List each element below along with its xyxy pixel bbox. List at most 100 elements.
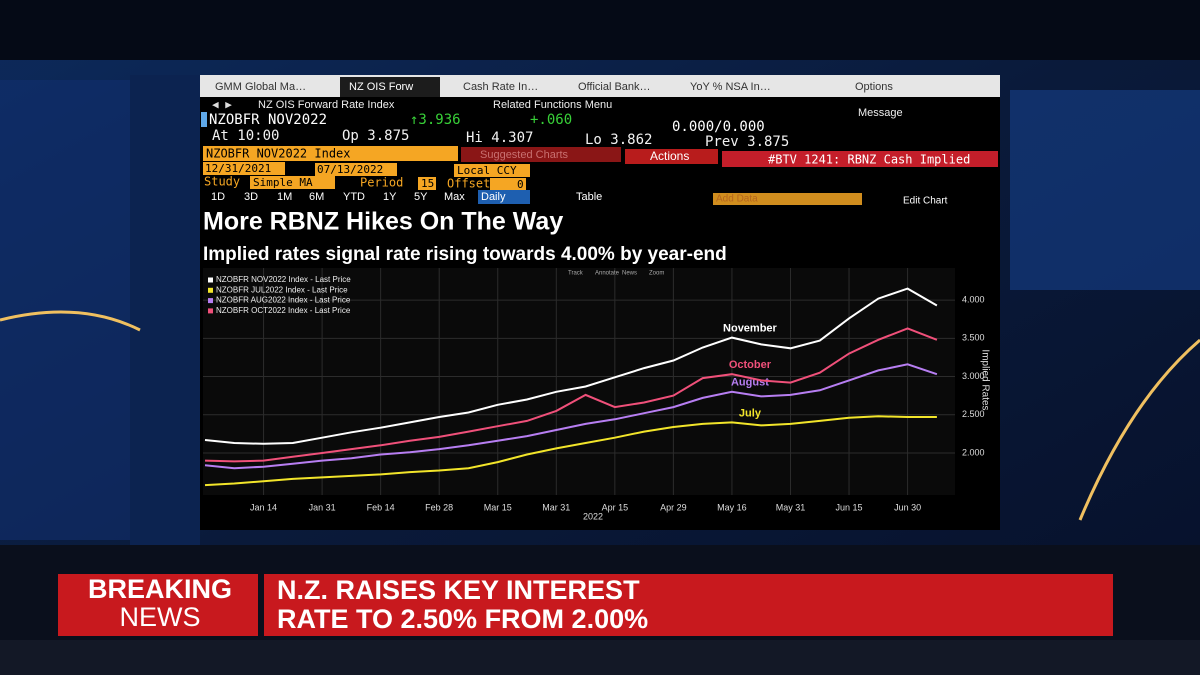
btv-bar (722, 151, 998, 167)
period-value: 15 (421, 177, 434, 190)
x-tick-label: May 16 (717, 502, 747, 512)
x-axis-year: 2022 (583, 511, 603, 521)
high-price: Hi 4.307 (466, 130, 533, 146)
y-tick-label: 4.000 (962, 294, 985, 304)
series-line (204, 363, 938, 470)
table-button[interactable]: Table (576, 191, 602, 203)
series-line (204, 415, 937, 487)
open-price: Op 3.875 (342, 128, 409, 144)
y-tick-label: 3.500 (962, 333, 985, 343)
x-tick-label: Apr 29 (660, 502, 687, 512)
range-button[interactable]: 3D (244, 191, 258, 203)
nav-arrows[interactable]: ◀ ▶ (212, 98, 232, 111)
period-field[interactable] (418, 177, 436, 190)
message-button[interactable]: Message (858, 107, 903, 119)
chart-tool[interactable]: Annotate (595, 271, 620, 277)
x-tick-label: Feb 28 (425, 502, 453, 512)
side-screen (130, 75, 200, 545)
x-tick-label: May 31 (776, 502, 806, 512)
start-date-field[interactable] (203, 162, 285, 175)
related-menu[interactable]: Related Functions Menu (493, 99, 612, 111)
tab[interactable]: Official Bank… (578, 81, 651, 93)
range-button[interactable]: 5Y (414, 191, 428, 203)
decor-arc (1078, 338, 1200, 521)
legend-entry: NZOBFR JUL2022 Index - Last Price (216, 285, 348, 294)
index-field[interactable] (203, 146, 458, 161)
offset-field[interactable] (490, 178, 526, 191)
x-tick-label: Jun 30 (894, 502, 921, 512)
x-tick-label: Mar 31 (542, 502, 570, 512)
add-data: Add Data (716, 194, 758, 205)
y-tick-label: 2.500 (962, 409, 985, 419)
suggested-button[interactable] (461, 147, 621, 162)
chart-tool[interactable]: News (622, 271, 637, 277)
actions-text: Actions (650, 149, 689, 163)
ticker: NZOBFR NOV2022 (209, 112, 327, 128)
range-button[interactable]: Max (444, 191, 465, 203)
legend-swatch (208, 308, 213, 314)
legend-entry: NZOBFR NOV2022 Index - Last Price (216, 275, 351, 284)
x-tick-label: Mar 15 (484, 502, 512, 512)
security-dropdown[interactable]: NZ OIS Forward Rate Index (258, 99, 395, 111)
side-screen (0, 80, 130, 540)
bid-ask: 0.000/0.000 (672, 119, 765, 135)
last-price: ↑3.936 (410, 112, 461, 128)
btv-text: #BTV 1241: RBNZ Cash Implied (768, 153, 970, 167)
tab[interactable]: YoY % NSA In… (690, 81, 771, 93)
legend-swatch (208, 277, 213, 283)
headline-line-2: RATE TO 2.50% FROM 2.00% (277, 604, 648, 634)
chart-tool[interactable]: Track (568, 271, 584, 277)
currency-field[interactable] (454, 164, 530, 177)
price-change: +.060 (530, 112, 572, 128)
offset-label: Offset (447, 177, 490, 191)
tab[interactable]: GMM Global Ma… (215, 81, 306, 93)
x-tick-label: Jan 14 (250, 502, 277, 512)
frequency-dropdown[interactable] (478, 190, 530, 204)
chart-tool[interactable]: Zoom (649, 271, 664, 277)
range-button[interactable]: 1D (211, 191, 225, 203)
legend-swatch (208, 287, 213, 293)
end-date-field[interactable] (315, 163, 397, 176)
legend-swatch (208, 298, 213, 304)
series-label: July (739, 407, 762, 419)
add-data-field[interactable] (713, 193, 862, 205)
x-tick-label: Jun 15 (836, 502, 863, 512)
side-screen (1010, 90, 1200, 290)
series-line (204, 287, 938, 445)
study-field[interactable] (250, 176, 335, 189)
edit-chart-button[interactable]: Edit Chart (903, 196, 948, 207)
legend-entry: NZOBFR AUG2022 Index - Last Price (216, 296, 351, 305)
prev-price: Prev 3.875 (705, 134, 789, 150)
decor-arc (0, 310, 141, 332)
range-button[interactable]: 1Y (383, 191, 397, 203)
x-tick-label: Jan 31 (309, 502, 336, 512)
low-price: Lo 3.862 (585, 132, 652, 148)
y-tick-label: 2.000 (962, 447, 985, 457)
tab[interactable]: NZ OIS Forw (349, 81, 413, 93)
options-button[interactable]: Options (855, 81, 893, 93)
period-label: Period (360, 176, 403, 190)
y-tick-label: 3.000 (962, 371, 985, 381)
actions-button[interactable] (625, 149, 718, 164)
range-button[interactable]: 6M (309, 191, 324, 203)
chart-subtitle: Implied rates signal rate rising towards… (203, 244, 727, 265)
active-tab[interactable] (340, 77, 440, 97)
series-label: October (729, 359, 772, 371)
breaking-box (58, 574, 258, 636)
start-date: 12/31/2021 (205, 162, 271, 175)
breaking-label: BREAKING (88, 574, 232, 604)
quote-time: At 10:00 (212, 128, 279, 144)
study-value: Simple MA (253, 176, 313, 189)
range-button[interactable]: 1M (277, 191, 292, 203)
series-label: November (723, 322, 778, 334)
tab[interactable]: Cash Rate In… (463, 81, 538, 93)
x-tick-label: Feb 14 (367, 502, 395, 512)
suggested-text: Suggested Charts (480, 149, 569, 161)
news-label: NEWS (120, 602, 201, 632)
headline-box (264, 574, 1113, 636)
plot-area (203, 268, 955, 495)
headline-line-1: N.Z. RAISES KEY INTEREST (277, 575, 640, 605)
range-button[interactable]: YTD (343, 191, 365, 203)
